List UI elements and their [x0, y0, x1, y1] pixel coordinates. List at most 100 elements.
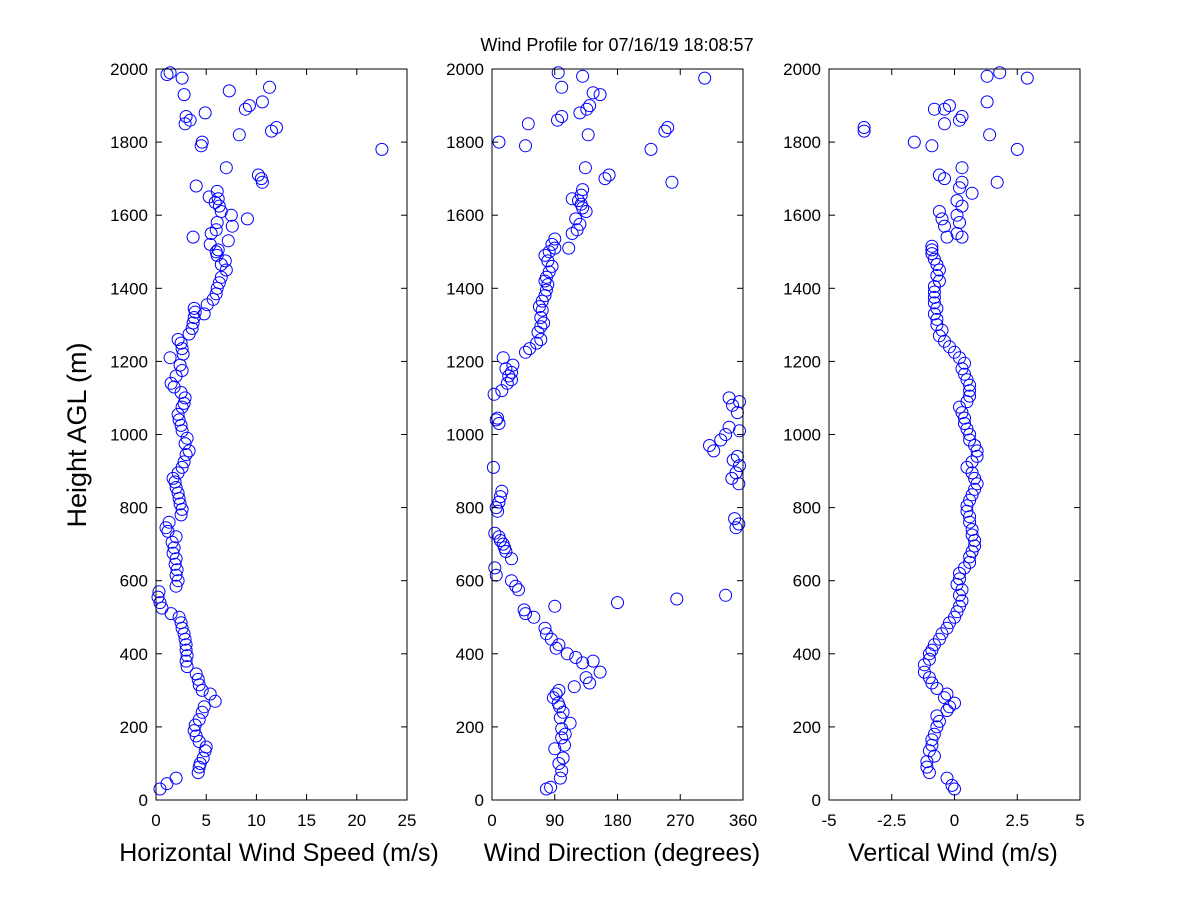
horizontal-wind-speed-point [179, 448, 193, 462]
horizontal-wind-speed-panel: 0 5 10 15 20 25 0 200 400 600 800 1000 1200 1400 1600 1… [62, 60, 439, 867]
wind-direction-point [505, 574, 518, 588]
horizontal-wind-speed-point [209, 223, 223, 237]
wind-direction-ytick-label: 1800 [446, 133, 484, 152]
horizontal-wind-speed-point [168, 557, 182, 571]
vertical-wind-point [980, 69, 994, 83]
wind-direction-ytick-label: 1200 [446, 352, 484, 371]
horizontal-wind-speed-point [163, 66, 177, 80]
vertical-wind-point [953, 216, 966, 229]
vertical-wind-point [932, 205, 946, 218]
wind-direction-point [558, 738, 571, 752]
horizontal-wind-speed-point [161, 524, 175, 538]
wind-direction-point [517, 603, 531, 617]
wind-direction-points [486, 66, 746, 796]
horizontal-wind-speed-points [151, 66, 389, 796]
wind-direction-point [576, 183, 590, 197]
vertical-wind-ytick-label: 800 [793, 499, 821, 518]
wind-direction-point [576, 656, 590, 670]
vertical-wind-point [938, 219, 951, 233]
horizontal-wind-speed-point [189, 667, 203, 681]
vertical-wind-point [927, 285, 941, 299]
horizontal-wind-speed-ytick-label: 1400 [110, 279, 148, 298]
vertical-wind-point [943, 616, 956, 630]
wind-direction-point [488, 561, 502, 575]
vertical-wind-point [970, 449, 984, 463]
wind-direction-point [527, 610, 541, 624]
vertical-wind-point [948, 696, 961, 710]
vertical-wind-point [950, 194, 964, 208]
horizontal-wind-speed-point [189, 179, 203, 193]
horizontal-wind-speed-point [152, 585, 166, 599]
vertical-wind-point [955, 406, 969, 420]
vertical-wind-point [955, 583, 969, 597]
wind-direction-point [583, 99, 597, 113]
vertical-wind-point [968, 471, 982, 485]
horizontal-wind-speed-point [153, 596, 167, 610]
vertical-wind-point [965, 523, 979, 536]
vertical-wind-point [963, 493, 977, 507]
wind-direction-point [707, 444, 721, 458]
horizontal-wind-speed-point [251, 168, 265, 182]
wind-direction-ytick-label: 1000 [446, 426, 484, 445]
vertical-wind-point [925, 139, 939, 153]
wind-direction-point [586, 654, 600, 668]
vertical-wind-point [958, 411, 971, 425]
horizontal-wind-speed-ytick-label: 1800 [110, 133, 148, 152]
horizontal-wind-speed-point [176, 347, 190, 361]
horizontal-wind-speed-point [171, 333, 185, 346]
vertical-wind-point [925, 733, 939, 747]
horizontal-wind-speed-point [240, 212, 254, 226]
horizontal-wind-speed-point [221, 234, 235, 248]
wind-direction-point [548, 241, 562, 255]
horizontal-wind-speed-point [204, 227, 218, 240]
vertical-wind-point [965, 528, 979, 542]
wind-direction-point [726, 398, 739, 412]
horizontal-wind-speed-point [187, 724, 201, 738]
horizontal-wind-speed-point [167, 541, 181, 555]
vertical-wind-point [927, 290, 941, 304]
wind-direction-point [562, 241, 576, 255]
wind-direction-point [555, 110, 569, 123]
vertical-wind-ytick-label: 1200 [783, 352, 821, 371]
vertical-wind-xtick-label: 5 [1075, 811, 1084, 830]
wind-direction-point [489, 413, 503, 427]
horizontal-wind-speed-point [263, 80, 276, 94]
wind-direction-point [573, 106, 587, 120]
wind-direction-point [576, 69, 590, 83]
wind-direction-xtick-label: 0 [487, 811, 496, 830]
vertical-wind-point [927, 296, 941, 310]
wind-direction-point [519, 345, 532, 359]
wind-direction-point [719, 588, 733, 602]
horizontal-wind-speed-point [163, 351, 177, 365]
horizontal-wind-speed-point [214, 205, 228, 218]
horizontal-wind-speed-point [180, 431, 194, 445]
horizontal-wind-speed-ytick-label: 2000 [110, 60, 148, 79]
horizontal-wind-speed-point [167, 380, 181, 394]
horizontal-wind-speed-point [195, 135, 209, 149]
horizontal-wind-speed-point [171, 407, 185, 421]
horizontal-wind-speed-point [203, 237, 217, 251]
horizontal-wind-speed-point [166, 546, 180, 560]
vertical-wind-point [953, 599, 966, 613]
wind-direction-point [593, 88, 607, 102]
vertical-wind-point [925, 243, 939, 257]
vertical-wind-ytick-label: 600 [793, 572, 821, 591]
wind-direction-xtick-label: 90 [545, 811, 564, 830]
vertical-wind-ytick-label: 2000 [783, 60, 821, 79]
vertical-wind-xtick-label: -5 [821, 811, 836, 830]
horizontal-wind-speed-point [171, 574, 185, 588]
wind-direction-point [567, 680, 581, 694]
vertical-wind-point [917, 665, 931, 679]
wind-direction-point [661, 121, 675, 134]
horizontal-wind-speed-point [187, 311, 201, 324]
horizontal-wind-speed-point [203, 687, 217, 701]
vertical-wind-point [922, 652, 936, 666]
wind-direction-point [551, 66, 565, 80]
horizontal-wind-speed-point [214, 258, 228, 271]
vertical-wind-point [932, 714, 946, 728]
horizontal-wind-speed-point [180, 660, 194, 674]
horizontal-wind-speed-point [179, 638, 193, 652]
wind-direction-point [569, 651, 583, 664]
wind-direction-point [714, 433, 728, 447]
horizontal-wind-speed-point [182, 444, 196, 458]
